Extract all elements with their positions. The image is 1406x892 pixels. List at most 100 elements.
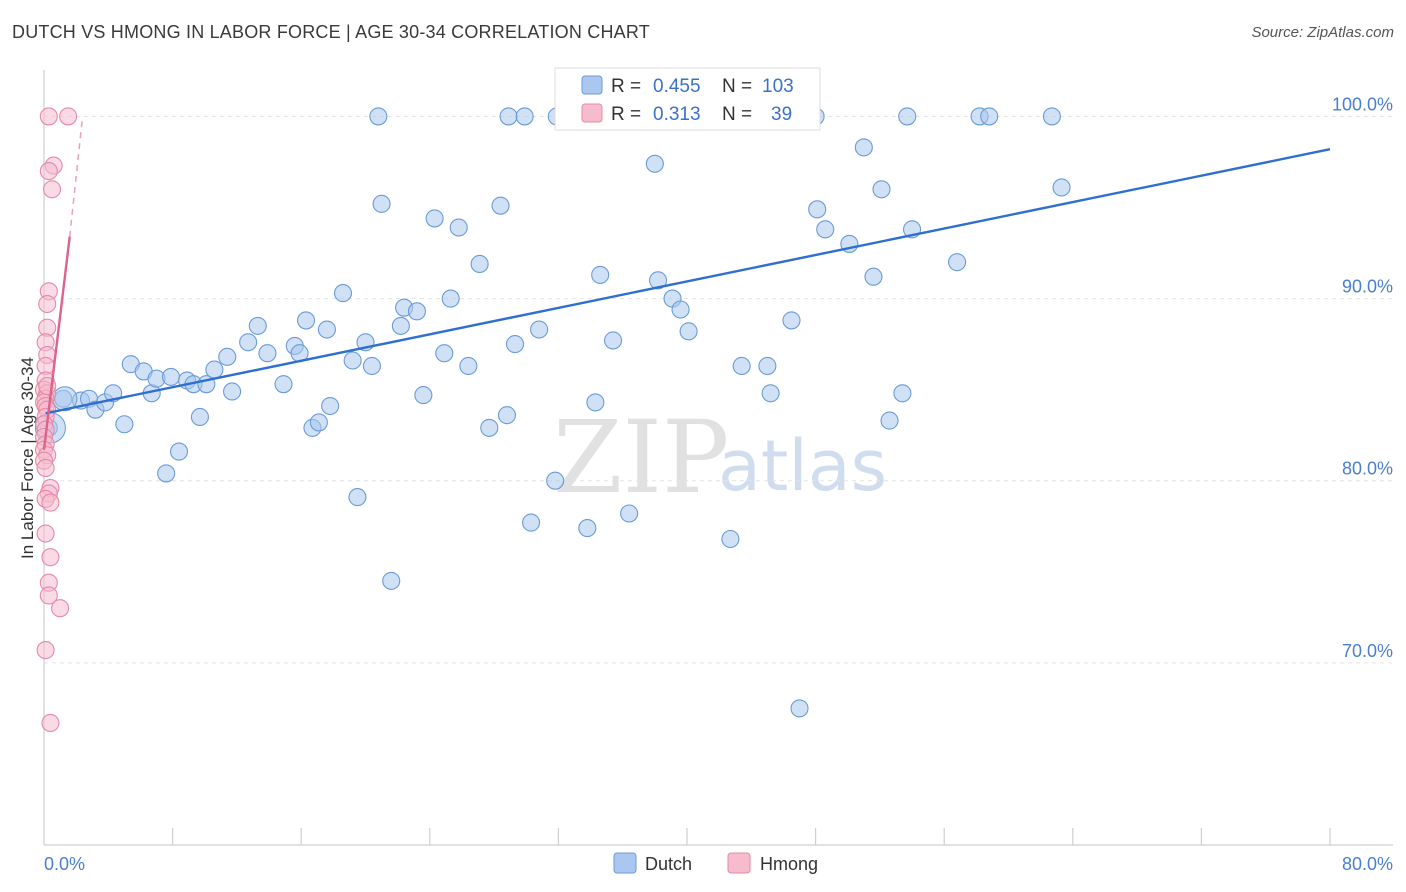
dutch-point — [372, 194, 391, 213]
y-tick-label: 70.0% — [1342, 641, 1393, 661]
dutch-point — [620, 504, 639, 523]
dutch-point — [407, 302, 426, 321]
dutch-point — [382, 571, 401, 590]
dutch-point — [898, 107, 917, 126]
dutch-point — [459, 356, 478, 376]
hmong-point — [39, 162, 58, 181]
dutch-point — [157, 464, 176, 483]
dutch-point — [362, 356, 381, 376]
y-tick-label: 100.0% — [1332, 94, 1393, 114]
dutch-point — [348, 488, 367, 507]
dutch-point — [679, 322, 698, 341]
dutch-point — [854, 138, 873, 157]
dutch-point — [274, 375, 293, 394]
dutch-point — [721, 529, 740, 549]
dutch-point — [441, 289, 460, 308]
dutch-point — [948, 253, 967, 272]
dutch-point — [782, 311, 801, 330]
legend-swatch-hmong — [727, 852, 751, 874]
dutch-point — [758, 356, 777, 376]
x-tick-marks — [172, 828, 1331, 845]
hmong-point — [42, 180, 62, 199]
dutch-point — [880, 411, 899, 430]
dutch-point — [343, 351, 362, 370]
dutch-point — [980, 107, 999, 126]
dutch-point — [205, 360, 224, 379]
dutch-point — [816, 220, 835, 239]
dutch-point — [296, 311, 316, 330]
y-tick-label: 90.0% — [1342, 277, 1393, 297]
hmong-point — [41, 548, 60, 567]
dutch-point — [491, 196, 510, 215]
x-tick-label-min: 0.0% — [44, 854, 85, 874]
dutch-point — [505, 335, 525, 354]
dutch-point — [546, 471, 565, 490]
dutch-point — [671, 300, 690, 319]
legend: Dutch Hmong — [613, 852, 818, 874]
hmong-point — [39, 586, 58, 605]
x-tick-label-max: 80.0% — [1342, 854, 1393, 874]
stats-hmong-r-label: R = — [611, 104, 641, 125]
y-axis-label: In Labor Force | Age 30-34 — [18, 357, 37, 559]
legend-label-hmong: Hmong — [760, 854, 818, 874]
y-tick-labels: 70.0% 80.0% 90.0% 100.0% — [1332, 94, 1393, 660]
stats-dutch-n-label: N = — [722, 76, 752, 97]
dutch-point — [218, 347, 237, 366]
dutch-point — [425, 209, 444, 228]
dutch-point — [893, 384, 912, 403]
dutch-point — [321, 396, 340, 416]
dutch-point — [239, 333, 258, 352]
hmong-point — [38, 294, 57, 314]
stats-box: R = 0.455 N = 103 R = 0.313 N = 39 — [554, 67, 821, 131]
dutch-point — [872, 180, 891, 199]
dutch-point — [317, 320, 336, 339]
hmong-point — [51, 599, 70, 618]
stats-dutch-n-value: 103 — [762, 76, 794, 97]
dutch-point — [435, 344, 454, 363]
dutch-point — [480, 418, 499, 437]
dutch-point — [470, 254, 489, 274]
grid-lines — [44, 115, 1393, 664]
dutch-point — [1042, 107, 1061, 126]
hmong-trend-extension — [68, 116, 84, 237]
trend-lines — [42, 116, 1331, 450]
dutch-point — [309, 413, 328, 432]
dutch-point — [586, 393, 605, 412]
dutch-trend-line — [45, 148, 1331, 415]
stats-hmong-r-value: 0.313 — [653, 104, 701, 125]
dutch-point — [223, 382, 242, 401]
dutch-point — [190, 407, 209, 427]
hmong-point — [41, 713, 60, 733]
dutch-point — [258, 344, 277, 363]
hmong-point — [41, 493, 60, 512]
stats-hmong-n-value: 39 — [771, 104, 792, 125]
hmong-point — [39, 107, 58, 126]
stats-dutch-r-label: R = — [611, 76, 641, 97]
dutch-point — [1052, 178, 1071, 197]
dutch-point — [499, 107, 518, 126]
stats-hmong-n-label: N = — [722, 104, 752, 125]
dutch-point — [604, 331, 623, 350]
dutch-point — [790, 699, 809, 718]
dutch-point — [649, 271, 668, 290]
dutch-point — [530, 320, 549, 339]
dutch-point — [522, 513, 541, 532]
dutch-point — [645, 154, 664, 173]
dutch-point — [761, 384, 780, 403]
hmong-point — [36, 524, 55, 543]
dutch-point — [808, 200, 827, 219]
legend-swatch-dutch — [613, 852, 637, 874]
watermark-zip: ZIP — [553, 399, 729, 516]
stats-dutch-r-value: 0.455 — [653, 76, 701, 97]
dutch-point — [391, 316, 410, 335]
dutch-point — [369, 107, 388, 126]
chart-title: DUTCH VS HMONG IN LABOR FORCE | AGE 30-3… — [12, 22, 650, 42]
dutch-point — [169, 442, 189, 461]
dutch-point — [115, 415, 134, 434]
hmong-trend-line — [42, 236, 71, 450]
y-tick-label: 80.0% — [1342, 459, 1393, 479]
dutch-point — [497, 406, 517, 425]
dutch-point — [732, 356, 751, 376]
dutch-point — [591, 265, 610, 284]
